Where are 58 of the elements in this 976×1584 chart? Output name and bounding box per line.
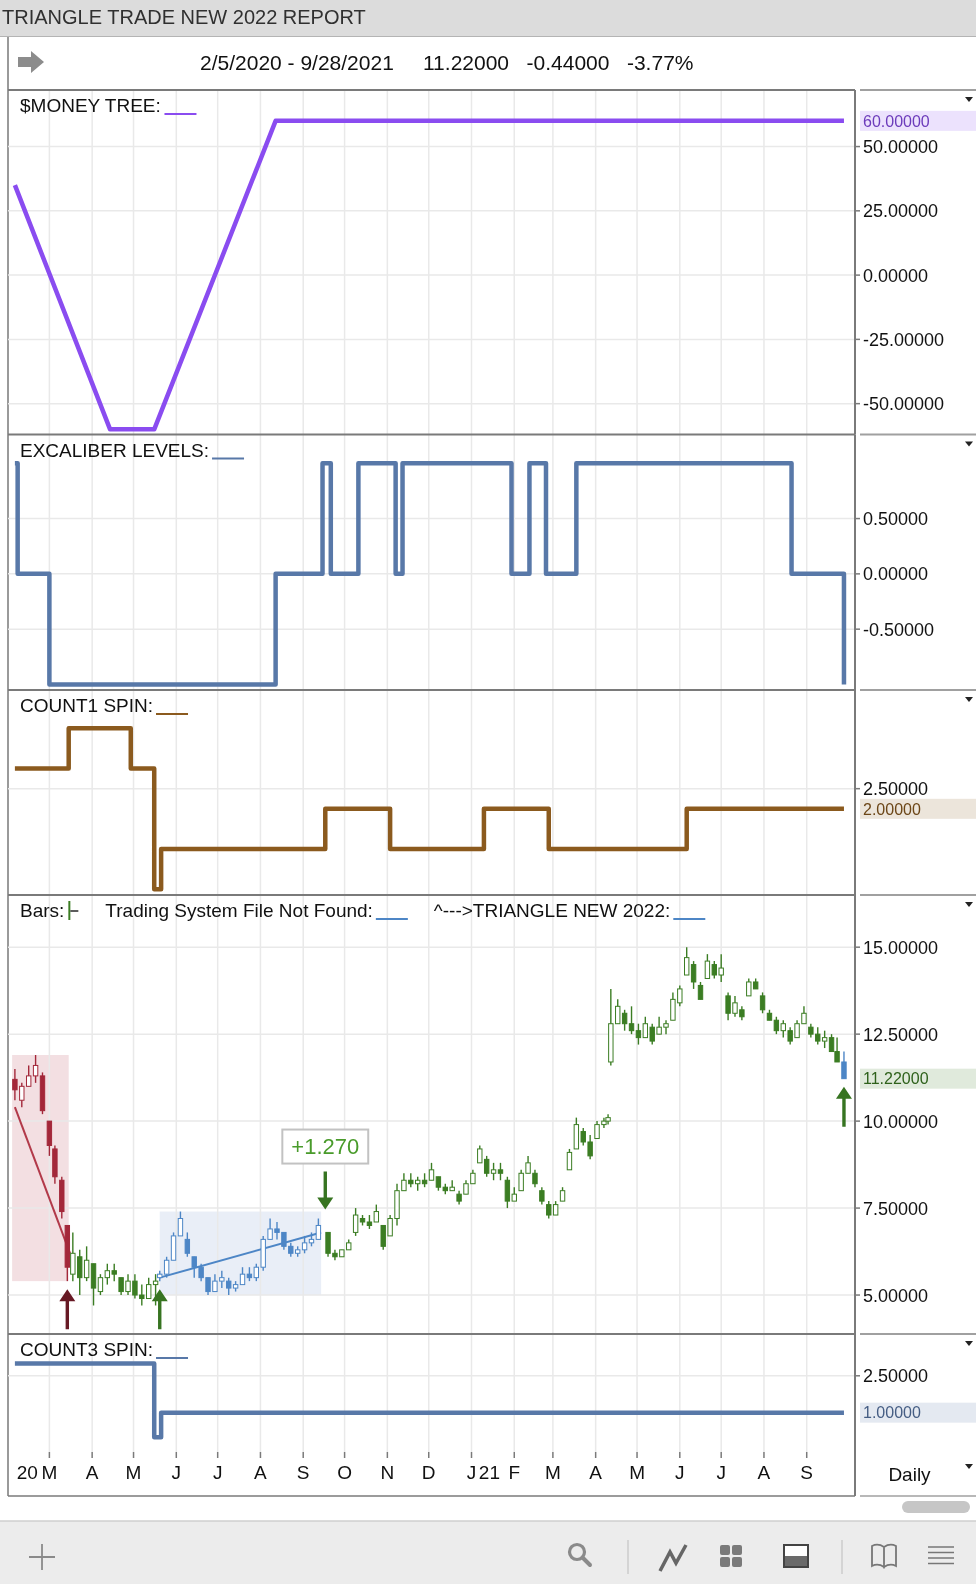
candlestick (759, 991, 766, 1014)
x-tick-label: M (125, 1461, 142, 1483)
y-tick-label: -25.00000 (863, 329, 945, 350)
candlestick (184, 1231, 191, 1258)
x-tick-label: M (41, 1461, 58, 1483)
legend-label: $MONEY TREE: (20, 95, 161, 116)
candlestick (566, 1148, 573, 1171)
chart-subtitle: 2/5/2020 - 9/28/2021 11.22000 -0.44000 -3.77% (200, 51, 694, 74)
x-tick-label: S (296, 1461, 310, 1483)
x-tick-label: 21 (478, 1461, 501, 1483)
x-tick-label: N (380, 1461, 395, 1483)
x-tick-label: A (85, 1461, 99, 1483)
legend-label: Trading System File Not Found: (105, 900, 373, 921)
y-tick-label: 2.50000 (863, 1366, 929, 1387)
candlestick (841, 1050, 847, 1080)
legend-label: Bars: (20, 900, 65, 921)
y-tick-label: -0.50000 (863, 619, 935, 640)
y-tick-label: 2.00000 (863, 800, 921, 818)
legend-label: COUNT3 SPIN: (20, 1339, 154, 1360)
x-tick-label: F (508, 1461, 521, 1483)
legend-label: EXCALIBER LEVELS: (20, 439, 210, 461)
y-tick-label: 0.00000 (863, 564, 929, 585)
y-tick-label: 60.00000 (863, 112, 930, 130)
y-tick-label: 25.00000 (863, 201, 939, 222)
x-tick-label: J (716, 1461, 726, 1483)
x-tick-label: D (421, 1461, 436, 1483)
candlestick (177, 1210, 184, 1237)
text: Daily (888, 1463, 932, 1485)
x-tick-label: J (675, 1461, 685, 1483)
x-tick-label: A (589, 1461, 603, 1483)
y-tick-label: 1.00000 (863, 1404, 921, 1422)
legend-label: ^--->TRIANGLE NEW 2022: (433, 900, 671, 921)
x-tick-label: M (629, 1461, 645, 1483)
candlestick (352, 1207, 359, 1237)
y-tick-label: 7.50000 (863, 1198, 929, 1219)
chart-title: TRIANGLE TRADE NEW 2022 REPORT (2, 6, 366, 28)
y-tick-label: 2.50000 (863, 779, 929, 800)
annotation: +1.270 (291, 1134, 360, 1160)
y-tick-label: 0.50000 (863, 509, 929, 530)
x-tick-label: S (800, 1461, 814, 1483)
x-tick-label: 20 (16, 1461, 38, 1483)
x-tick-label: J (171, 1461, 182, 1483)
candlestick (628, 1005, 635, 1035)
x-tick-label: J (466, 1461, 477, 1483)
x-tick-label: A (254, 1461, 268, 1483)
y-tick-label: 10.00000 (863, 1111, 939, 1132)
y-tick-label: 12.50000 (863, 1024, 939, 1045)
y-tick-label: 0.00000 (863, 265, 929, 286)
x-tick-label: J (212, 1461, 223, 1483)
y-tick-label: -50.00000 (863, 394, 945, 415)
y-tick-label: 15.00000 (863, 937, 939, 958)
x-tick-label: M (544, 1461, 561, 1483)
y-tick-label: 5.00000 (863, 1285, 929, 1306)
legend-label: COUNT1 SPIN: (20, 695, 154, 716)
x-tick-label: O (337, 1461, 352, 1483)
x-tick-label: A (757, 1461, 771, 1483)
y-tick-label: 11.22000 (863, 1070, 929, 1088)
y-tick-label: 50.00000 (863, 137, 939, 158)
